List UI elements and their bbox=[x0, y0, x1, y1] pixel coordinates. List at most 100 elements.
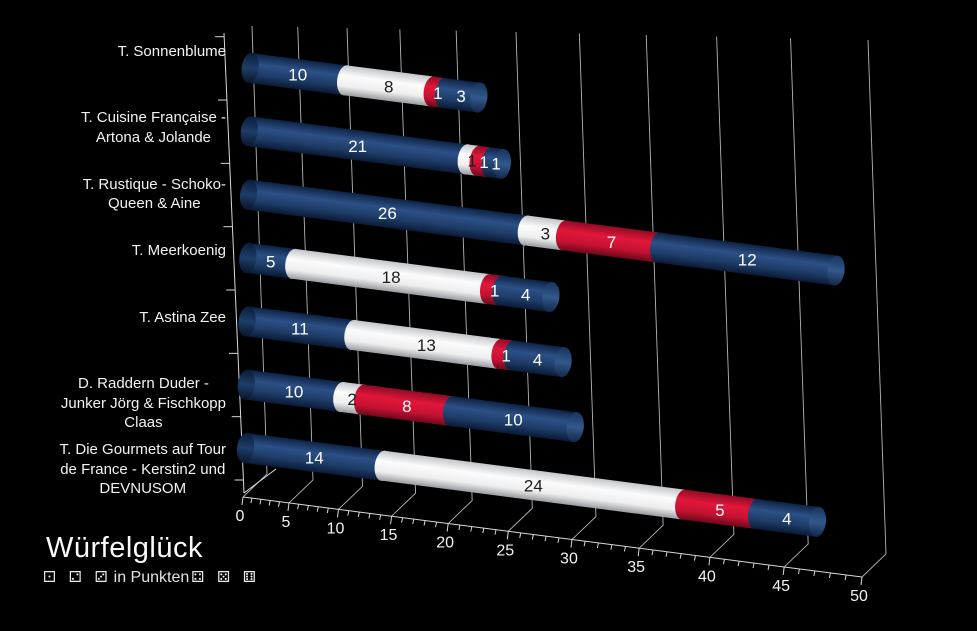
bar-segment bbox=[343, 65, 435, 107]
value-axis-minor-tick bbox=[693, 555, 696, 561]
segment-value-label: 10 bbox=[504, 411, 523, 430]
value-axis-major-tick bbox=[337, 509, 339, 518]
bar-segment bbox=[449, 396, 578, 443]
bar-segment-junction-cap bbox=[442, 396, 461, 427]
bar-left-cap bbox=[236, 432, 255, 464]
bar-segment-junction-cap bbox=[492, 275, 510, 306]
segment-value-label: 24 bbox=[524, 477, 543, 496]
axis-tick-label: 0 bbox=[236, 508, 245, 525]
bar-segment-junction-cap bbox=[344, 319, 362, 351]
segment-value-label: 4 bbox=[533, 350, 542, 369]
value-axis-minor-tick bbox=[737, 561, 740, 567]
bar-segment bbox=[510, 340, 565, 378]
bar-left-cap bbox=[239, 179, 258, 210]
bar-segment-junction-cap bbox=[333, 381, 351, 413]
bar-segment bbox=[350, 320, 502, 369]
value-axis-minor-tick bbox=[482, 528, 485, 534]
value-axis-minor-tick bbox=[797, 568, 800, 575]
value-axis-major-tick bbox=[782, 566, 785, 576]
category-label: T. Meerkoenig bbox=[131, 242, 226, 260]
gridline bbox=[861, 39, 887, 578]
gridline bbox=[338, 28, 363, 510]
segment-value-label: 1 bbox=[467, 152, 476, 171]
bar-segment bbox=[246, 179, 529, 246]
gridlines bbox=[242, 25, 887, 578]
segment-value-label: 10 bbox=[284, 382, 303, 401]
value-axis-minor-tick bbox=[412, 518, 415, 525]
segment-value-label: 8 bbox=[384, 77, 393, 96]
segment-value-label: 5 bbox=[266, 252, 275, 271]
bar-segment-junction-cap bbox=[675, 489, 693, 520]
bar-segment bbox=[244, 369, 344, 412]
segment-value-label: 8 bbox=[402, 397, 411, 416]
value-axis-major-tick bbox=[390, 516, 393, 525]
bar-segment bbox=[656, 232, 838, 286]
axis-tick-labels: 0 5 10 15 20 25 30 35 40 45 50 bbox=[236, 508, 868, 605]
axes bbox=[215, 32, 863, 586]
bar-row: 5 18 1 4 bbox=[239, 242, 560, 313]
bar-row: 11 13 1 4 bbox=[238, 306, 572, 378]
bar-segment bbox=[681, 489, 759, 529]
value-axis-minor-tick bbox=[651, 549, 654, 556]
value-axis-minor-tick bbox=[259, 499, 262, 505]
value-axis-minor-tick bbox=[278, 501, 280, 507]
segment-value-label: 3 bbox=[541, 225, 550, 244]
bar-segment bbox=[291, 249, 491, 304]
value-axis-minor-tick bbox=[458, 524, 461, 531]
bar-end-cap bbox=[808, 506, 827, 538]
value-axis-minor-tick bbox=[844, 574, 847, 581]
segment-value-label: 1 bbox=[479, 153, 488, 172]
segment-value-label: 4 bbox=[782, 509, 791, 528]
category-label: T. Sonnenblume bbox=[117, 43, 226, 60]
bar-row: 21 1 1 1 bbox=[240, 116, 511, 180]
value-axis-minor-tick bbox=[583, 541, 586, 547]
bar-row: 10 8 1 3 bbox=[241, 52, 488, 113]
axis-tick-label: 5 bbox=[282, 514, 291, 531]
value-axis-minor-tick bbox=[767, 564, 770, 571]
segment-value-label: 1 bbox=[433, 84, 442, 103]
category-label: D. Raddern Duder - Junker Jörg & Fischkop… bbox=[60, 375, 226, 431]
value-axis-line bbox=[242, 496, 863, 578]
bar-segment bbox=[754, 499, 820, 537]
bar-end-cap bbox=[470, 82, 488, 113]
bar-row: 14 24 5 4 bbox=[236, 432, 827, 538]
gridline bbox=[242, 25, 268, 498]
segment-value-label: 7 bbox=[607, 233, 616, 252]
bar-segment bbox=[243, 433, 386, 481]
category-label: T. Astina Zee bbox=[139, 308, 226, 326]
axis-tick-label: 45 bbox=[772, 578, 790, 595]
gridline bbox=[447, 30, 473, 524]
value-axis-major-tick bbox=[860, 576, 863, 586]
segment-value-label: 4 bbox=[521, 285, 530, 304]
subtitle-text: in Punkten bbox=[113, 569, 190, 586]
segment-value-label: 26 bbox=[378, 204, 397, 223]
bar-segment-junction-cap bbox=[649, 232, 668, 263]
bar-end-cap bbox=[554, 347, 572, 378]
segment-value-label: 2 bbox=[347, 390, 356, 409]
axis-tick-label: 25 bbox=[496, 542, 514, 559]
segment-value-label: 11 bbox=[291, 320, 309, 339]
segment-value-label: 12 bbox=[738, 251, 757, 270]
bar-segment bbox=[524, 215, 567, 251]
bar-left-cap bbox=[237, 369, 255, 400]
bar-segment bbox=[245, 243, 296, 279]
gridline bbox=[571, 33, 597, 540]
bar-segment bbox=[381, 450, 686, 520]
value-axis-minor-tick bbox=[347, 510, 350, 516]
segment-value-label: 5 bbox=[715, 501, 724, 520]
category-label: T. Cuisine Française - Artona & Jolande bbox=[80, 109, 226, 146]
bar-segment-junction-cap bbox=[374, 450, 392, 481]
segment-value-label: 13 bbox=[417, 336, 436, 355]
value-axis-minor-tick bbox=[379, 514, 382, 520]
segment-value-label: 18 bbox=[382, 268, 401, 287]
value-axis-minor-tick bbox=[596, 542, 599, 549]
chart-subtitle: ⚀ ⚁ ⚂ in Punkten ⚃ ⚄ ⚅ bbox=[43, 568, 260, 587]
bar-row: 10 2 8 10 bbox=[237, 369, 584, 443]
value-axis-minor-tick bbox=[531, 534, 534, 540]
value-axis-major-tick bbox=[506, 531, 509, 540]
axis-tick-label: 10 bbox=[327, 520, 345, 537]
gridline bbox=[507, 31, 533, 532]
gridline bbox=[288, 27, 314, 504]
value-axis-minor-tick bbox=[401, 517, 404, 523]
